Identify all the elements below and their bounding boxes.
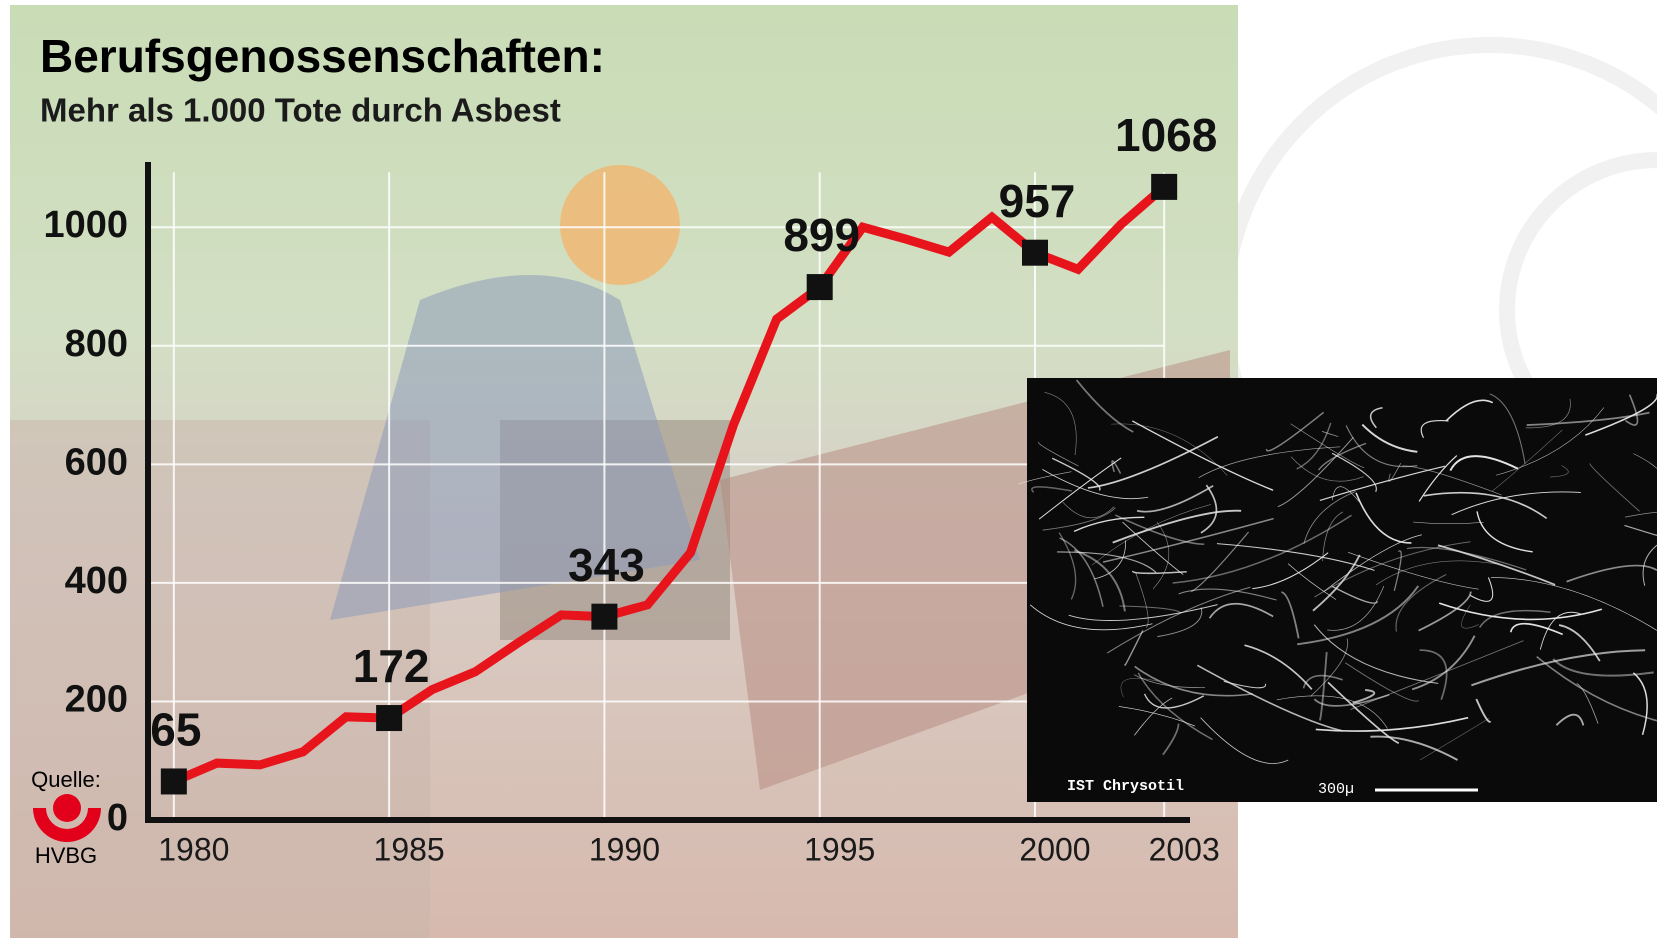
x-tick-label: 2000 [1019,831,1090,867]
data-marker [591,604,617,630]
chart: 1980 1985 1990 1995 2000 2003 0 200 400 600 800 100… [0,0,1657,938]
y-tick-label: 600 [65,441,128,483]
data-marker [1022,240,1048,266]
x-tick-label: 1985 [374,831,445,867]
inset-photo [1018,378,1657,802]
y-tick-label: 0 [107,797,128,839]
page: 1980 1985 1990 1995 2000 2003 0 200 400 600 800 100… [0,0,1657,938]
data-label: 957 [999,175,1076,227]
data-marker [1151,174,1177,200]
chart-subtitle: Mehr als 1.000 Tote durch Asbest [40,92,561,129]
data-label: 65 [150,704,201,756]
data-marker [161,768,187,794]
y-tick-label: 1000 [43,204,128,246]
y-tick-label: 200 [65,678,128,720]
y-tick-label: 400 [65,560,128,602]
inset-caption: IST Chrysotil [1067,778,1184,795]
data-label: 172 [353,640,430,692]
data-label: 899 [783,209,860,261]
y-tick-label: 800 [65,323,128,365]
x-tick-label: 1980 [158,831,229,867]
x-tick-label: 2003 [1149,831,1220,867]
x-tick-label: 1995 [804,831,875,867]
chart-title: Berufsgenossenschaften: [40,30,605,82]
data-marker [376,705,402,731]
source-label: Quelle: [31,767,101,792]
source: HVBG [35,843,97,868]
x-tick-label: 1990 [589,831,660,867]
inset-scale: 300µ [1318,781,1354,798]
data-label: 1068 [1115,109,1217,161]
data-marker [807,274,833,300]
data-label: 343 [568,539,645,591]
